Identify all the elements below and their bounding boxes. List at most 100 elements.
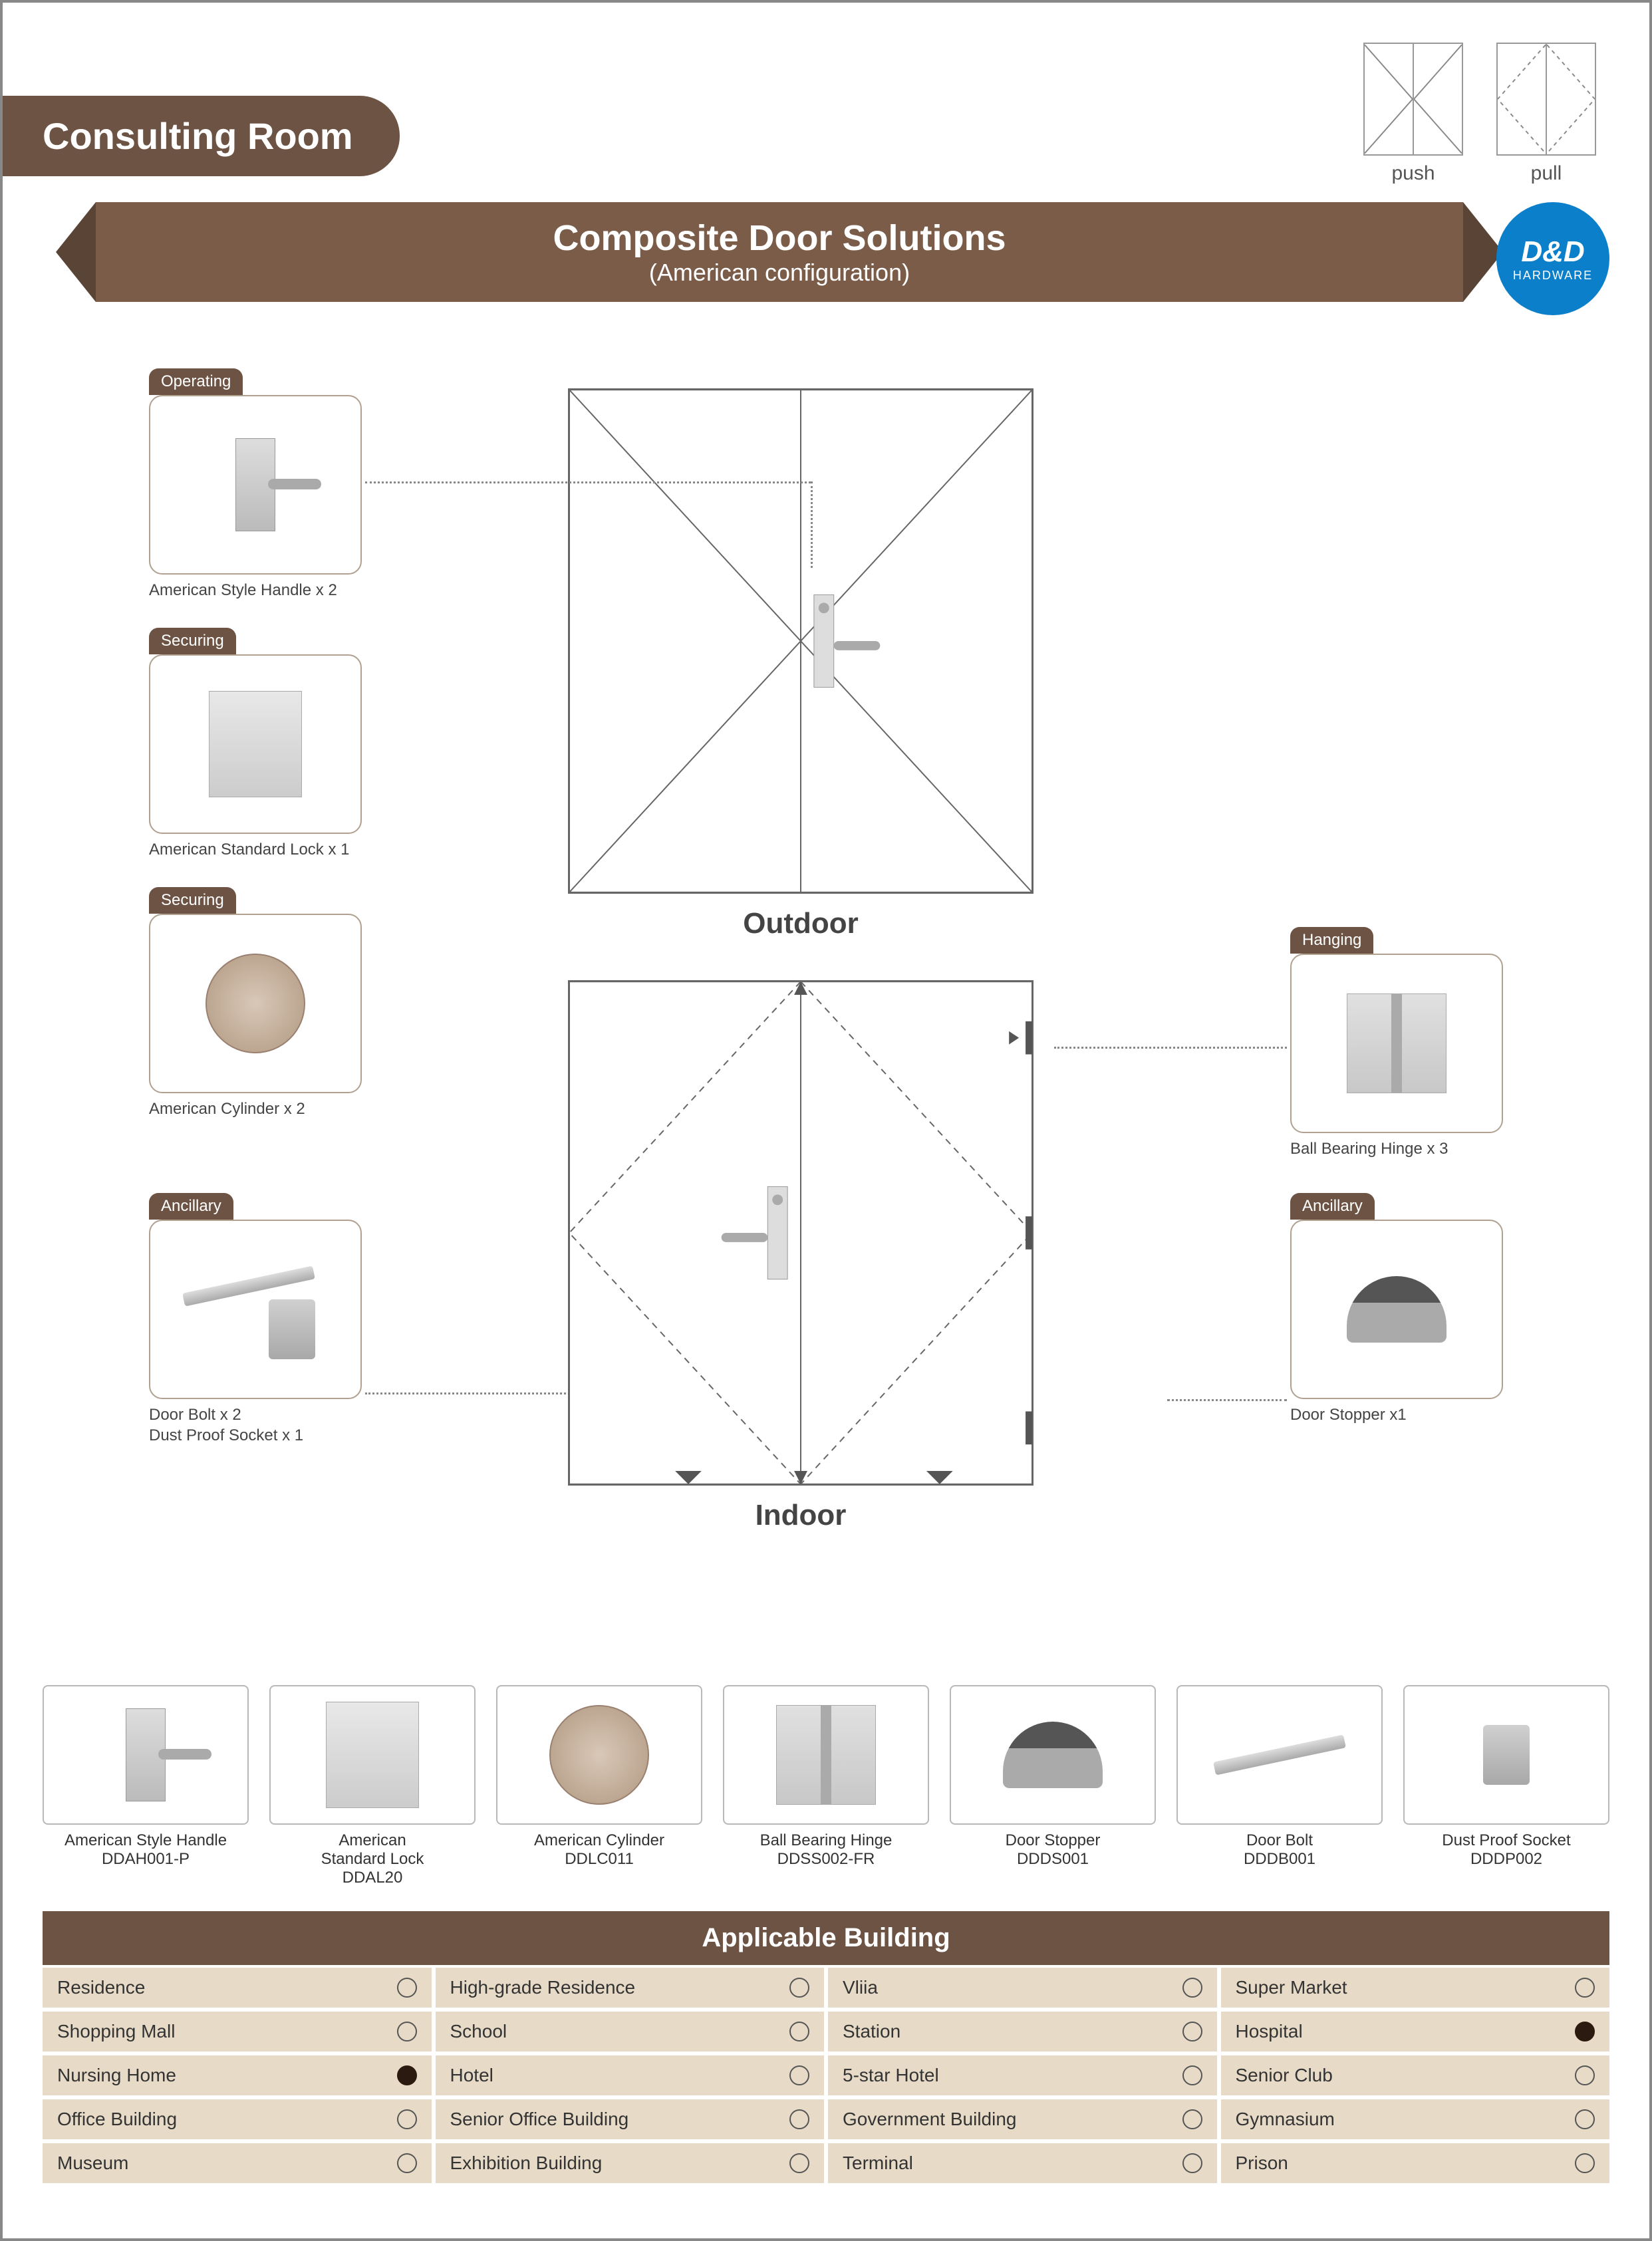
operating-tag: Operating: [149, 368, 243, 395]
applicable-cell[interactable]: Office Building: [43, 2099, 432, 2139]
connector-line: [365, 1392, 598, 1394]
securing2-tag: Securing: [149, 887, 236, 914]
radio-icon[interactable]: [1575, 1978, 1595, 1998]
applicable-label: School: [450, 2021, 507, 2042]
applicable-cell[interactable]: School: [436, 2012, 825, 2051]
page-title: Consulting Room: [3, 96, 400, 176]
radio-icon[interactable]: [1575, 2065, 1595, 2085]
radio-icon[interactable]: [397, 1978, 417, 1998]
applicable-label: Government Building: [843, 2109, 1016, 2130]
radio-icon[interactable]: [1182, 2109, 1202, 2129]
applicable-label: Nursing Home: [57, 2065, 176, 2086]
applicable-label: Station: [843, 2021, 900, 2042]
radio-icon[interactable]: [1182, 1978, 1202, 1998]
applicable-cell[interactable]: Vliia: [828, 1968, 1217, 2008]
radio-icon[interactable]: [789, 2153, 809, 2173]
applicable-cell[interactable]: Station: [828, 2012, 1217, 2051]
securing2-image: [149, 914, 362, 1093]
applicable-label: Museum: [57, 2153, 128, 2174]
thumbnail-item: American Cylinder DDLC011: [496, 1685, 702, 1887]
applicable-cell[interactable]: Residence: [43, 1968, 432, 2008]
radio-icon[interactable]: [789, 2065, 809, 2085]
applicable-cell[interactable]: Exhibition Building: [436, 2143, 825, 2183]
applicable-cell[interactable]: 5-star Hotel: [828, 2055, 1217, 2095]
radio-icon[interactable]: [1575, 2022, 1595, 2042]
applicable-cell[interactable]: Super Market: [1221, 1968, 1610, 2008]
applicable-label: Super Market: [1236, 1977, 1347, 1998]
pull-icon: [1496, 43, 1596, 156]
radio-icon[interactable]: [789, 2109, 809, 2129]
ancillary2-card: Ancillary Door Stopper x1: [1290, 1193, 1503, 1425]
securing1-image: [149, 654, 362, 834]
radio-icon[interactable]: [397, 2022, 417, 2042]
thumbnail-item: Dust Proof Socket DDDP002: [1403, 1685, 1609, 1887]
applicable-label: Senior Office Building: [450, 2109, 629, 2130]
applicable-cell[interactable]: Senior Office Building: [436, 2099, 825, 2139]
thumbnail-item: Door Bolt DDDB001: [1176, 1685, 1383, 1887]
ancillary2-tag: Ancillary: [1290, 1193, 1375, 1220]
thumbnail-item: American Style Handle DDAH001-P: [43, 1685, 249, 1887]
applicable-cell[interactable]: Hospital: [1221, 2012, 1610, 2051]
radio-icon[interactable]: [1182, 2153, 1202, 2173]
radio-icon[interactable]: [789, 1978, 809, 1998]
applicable-label: Vliia: [843, 1977, 878, 1998]
operating-card: Operating American Style Handle x 2: [149, 368, 362, 600]
applicable-cell[interactable]: Senior Club: [1221, 2055, 1610, 2095]
thumbnail-item: American Standard Lock DDAL20: [269, 1685, 476, 1887]
radio-icon[interactable]: [397, 2065, 417, 2085]
thumbnail-image: [1403, 1685, 1609, 1825]
applicable-cell[interactable]: Government Building: [828, 2099, 1217, 2139]
applicable-label: Terminal: [843, 2153, 913, 2174]
lock-icon: [209, 691, 302, 797]
applicable-cell[interactable]: Terminal: [828, 2143, 1217, 2183]
applicable-cell[interactable]: Museum: [43, 2143, 432, 2183]
pull-item: pull: [1496, 43, 1596, 185]
radio-icon[interactable]: [397, 2109, 417, 2129]
thumbnail-code: DDDS001: [950, 1850, 1156, 1869]
push-pull-legend: push pull: [1363, 43, 1596, 185]
indoor-door-diagram: [568, 980, 1033, 1486]
applicable-cell[interactable]: Shopping Mall: [43, 2012, 432, 2051]
connector-line: [811, 481, 813, 568]
main-diagram: Operating American Style Handle x 2 Secu…: [3, 355, 1649, 1645]
hinge-icon: [1347, 993, 1446, 1093]
applicable-cell[interactable]: Nursing Home: [43, 2055, 432, 2095]
thumbnail-code: DDAH001-P: [43, 1850, 249, 1869]
cylinder-icon: [206, 954, 305, 1053]
applicable-label: Office Building: [57, 2109, 177, 2130]
applicable-label: Exhibition Building: [450, 2153, 603, 2174]
securing1-tag: Securing: [149, 628, 236, 654]
thumbnail-name: American Style Handle: [43, 1831, 249, 1850]
applicable-header: Applicable Building: [43, 1911, 1609, 1965]
logo-main: D&D: [1521, 235, 1584, 269]
hanging-image: [1290, 954, 1503, 1133]
applicable-label: High-grade Residence: [450, 1977, 636, 1998]
thumbnail-image: [1176, 1685, 1383, 1825]
applicable-cell[interactable]: Gymnasium: [1221, 2099, 1610, 2139]
securing1-card: Securing American Standard Lock x 1: [149, 628, 362, 860]
radio-icon[interactable]: [789, 2022, 809, 2042]
push-label: push: [1363, 162, 1463, 185]
applicable-label: Prison: [1236, 2153, 1288, 2174]
radio-icon[interactable]: [1575, 2109, 1595, 2129]
radio-icon[interactable]: [397, 2153, 417, 2173]
hanging-label: Ball Bearing Hinge x 3: [1290, 1138, 1503, 1159]
ancillary1-image: [149, 1220, 362, 1399]
stopper-icon: [1347, 1276, 1446, 1343]
applicable-label: Senior Club: [1236, 2065, 1333, 2086]
applicable-cell[interactable]: Prison: [1221, 2143, 1610, 2183]
thumbnail-image: [43, 1685, 249, 1825]
radio-icon[interactable]: [1182, 2022, 1202, 2042]
banner-title: Composite Door Solutions: [96, 217, 1463, 259]
banner: Composite Door Solutions (American confi…: [96, 202, 1463, 302]
applicable-cell[interactable]: High-grade Residence: [436, 1968, 825, 2008]
applicable-cell[interactable]: Hotel: [436, 2055, 825, 2095]
applicable-label: 5-star Hotel: [843, 2065, 939, 2086]
pull-label: pull: [1496, 162, 1596, 185]
radio-icon[interactable]: [1182, 2065, 1202, 2085]
radio-icon[interactable]: [1575, 2153, 1595, 2173]
outdoor-door-diagram: [568, 388, 1033, 894]
thumbnail-image: [950, 1685, 1156, 1825]
brand-logo: D&D HARDWARE: [1496, 202, 1609, 315]
thumbnail-name: American Standard Lock: [269, 1831, 476, 1869]
